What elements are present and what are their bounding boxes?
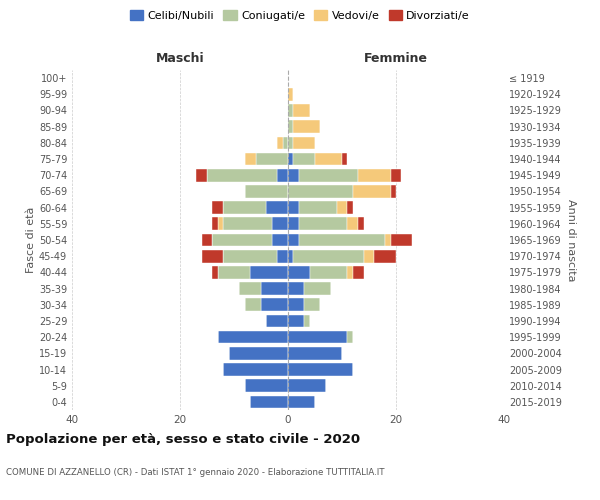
Bar — [288, 169, 299, 181]
Bar — [196, 169, 207, 181]
Bar — [347, 266, 353, 278]
Bar — [299, 169, 358, 181]
Bar — [304, 282, 331, 295]
Bar — [250, 266, 288, 278]
Bar — [353, 266, 364, 278]
Bar — [304, 298, 320, 311]
Bar — [293, 136, 315, 149]
Bar — [245, 185, 288, 198]
Bar — [288, 266, 310, 278]
Bar — [288, 104, 293, 117]
Bar — [391, 185, 396, 198]
Bar — [288, 202, 299, 214]
Bar — [288, 120, 293, 133]
Bar — [358, 169, 391, 181]
Bar — [288, 282, 304, 295]
Bar — [218, 218, 223, 230]
Bar — [299, 234, 385, 246]
Bar — [218, 331, 288, 344]
Bar — [261, 298, 288, 311]
Bar — [293, 250, 364, 262]
Bar — [223, 250, 277, 262]
Bar — [391, 234, 412, 246]
Legend: Celibi/Nubili, Coniugati/e, Vedovi/e, Divorziati/e: Celibi/Nubili, Coniugati/e, Vedovi/e, Di… — [125, 6, 475, 25]
Bar — [207, 169, 277, 181]
Bar — [239, 282, 261, 295]
Bar — [272, 234, 288, 246]
Bar — [288, 380, 326, 392]
Bar — [299, 218, 347, 230]
Bar — [256, 152, 288, 166]
Bar — [245, 152, 256, 166]
Bar — [245, 380, 288, 392]
Bar — [353, 185, 391, 198]
Bar — [347, 218, 358, 230]
Bar — [266, 202, 288, 214]
Bar — [364, 250, 374, 262]
Text: Femmine: Femmine — [364, 52, 428, 65]
Bar — [212, 218, 218, 230]
Bar — [288, 331, 347, 344]
Bar — [277, 169, 288, 181]
Bar — [288, 234, 299, 246]
Bar — [315, 152, 342, 166]
Y-axis label: Anni di nascita: Anni di nascita — [566, 198, 575, 281]
Bar — [288, 347, 342, 360]
Bar — [342, 152, 347, 166]
Bar — [310, 266, 347, 278]
Bar — [288, 298, 304, 311]
Bar — [202, 234, 212, 246]
Bar — [272, 218, 288, 230]
Bar — [347, 202, 353, 214]
Bar — [374, 250, 396, 262]
Bar — [283, 136, 288, 149]
Bar — [202, 250, 223, 262]
Bar — [250, 396, 288, 408]
Bar — [229, 347, 288, 360]
Bar — [385, 234, 391, 246]
Bar — [266, 314, 288, 328]
Bar — [223, 363, 288, 376]
Bar — [288, 136, 293, 149]
Bar — [223, 202, 266, 214]
Bar — [288, 396, 315, 408]
Bar — [293, 104, 310, 117]
Bar — [261, 282, 288, 295]
Text: COMUNE DI AZZANELLO (CR) - Dati ISTAT 1° gennaio 2020 - Elaborazione TUTTITALIA.: COMUNE DI AZZANELLO (CR) - Dati ISTAT 1°… — [6, 468, 385, 477]
Bar — [277, 250, 288, 262]
Bar — [212, 202, 223, 214]
Bar — [288, 363, 353, 376]
Bar — [293, 120, 320, 133]
Bar — [299, 202, 337, 214]
Bar — [288, 250, 293, 262]
Bar — [212, 234, 272, 246]
Bar — [288, 185, 353, 198]
Text: Popolazione per età, sesso e stato civile - 2020: Popolazione per età, sesso e stato civil… — [6, 432, 360, 446]
Bar — [391, 169, 401, 181]
Text: Maschi: Maschi — [155, 52, 205, 65]
Bar — [347, 331, 353, 344]
Bar — [288, 152, 293, 166]
Y-axis label: Fasce di età: Fasce di età — [26, 207, 36, 273]
Bar — [288, 218, 299, 230]
Bar — [245, 298, 261, 311]
Bar — [223, 218, 272, 230]
Bar — [358, 218, 364, 230]
Bar — [212, 266, 218, 278]
Bar — [304, 314, 310, 328]
Bar — [293, 152, 315, 166]
Bar — [277, 136, 283, 149]
Bar — [337, 202, 347, 214]
Bar — [218, 266, 250, 278]
Bar — [288, 88, 293, 101]
Bar — [288, 314, 304, 328]
